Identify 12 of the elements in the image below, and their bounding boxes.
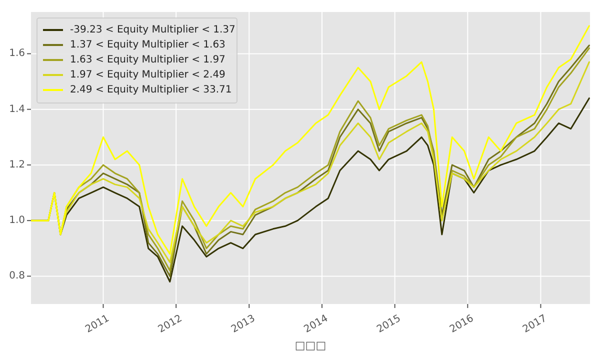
x-axis-title: □□□	[294, 339, 326, 352]
legend-label: 2.49 < Equity Multiplier < 33.71	[70, 84, 232, 96]
y-tick-label: 1.4	[9, 104, 25, 115]
y-tick-label: 1.2	[9, 159, 25, 170]
legend-label: -39.23 < Equity Multiplier < 1.37	[70, 24, 236, 36]
line-series	[31, 25, 590, 255]
y-tick-label: 1.6	[9, 48, 25, 60]
legend-label: 1.63 < Equity Multiplier < 1.97	[70, 54, 226, 66]
y-tick-label: 1.0	[9, 215, 25, 226]
legend-label: 1.97 < Equity Multiplier < 2.49	[70, 70, 226, 80]
legend-label: 1.37 < Equity Multiplier < 1.63	[70, 40, 226, 50]
y-tick-label: 0.8	[9, 270, 25, 282]
